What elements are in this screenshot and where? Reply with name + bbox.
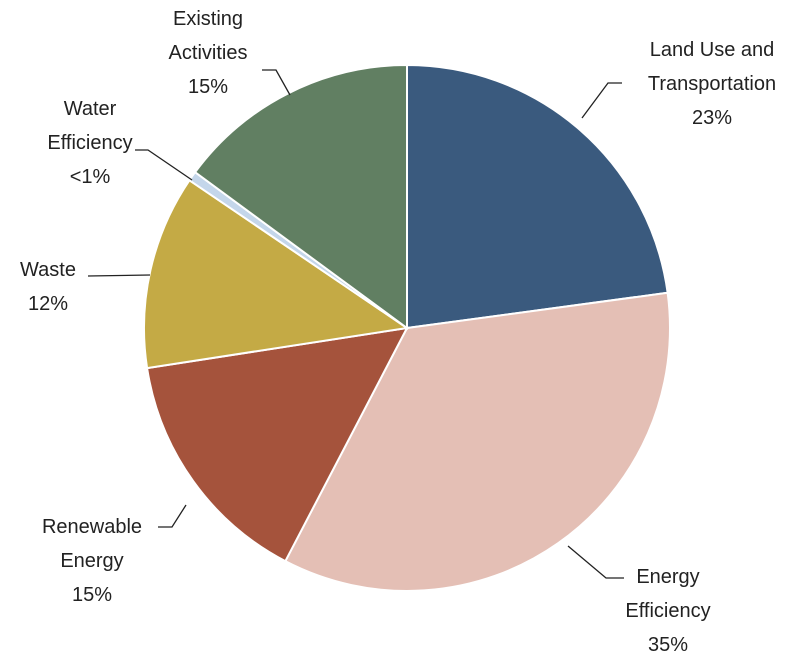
leader-line: [581, 82, 622, 119]
slice-label: Renewable Energy 15%: [27, 510, 157, 612]
slice-label: Energy Efficiency 35%: [608, 560, 728, 662]
leader-line: [262, 69, 291, 96]
category-label: Energy Efficiency: [625, 566, 711, 622]
value-label: 35%: [647, 634, 689, 656]
category-label: Waste: [20, 259, 76, 281]
category-label: Land Use and Transportation: [647, 39, 777, 95]
slice-label: Waste 12%: [3, 253, 93, 321]
leader-line: [87, 274, 151, 277]
value-label: 15%: [187, 76, 229, 98]
category-label: Renewable Energy: [41, 516, 143, 572]
pie-slice: [143, 178, 410, 370]
leader-line: [158, 504, 187, 528]
value-label: 23%: [691, 107, 733, 129]
leader-line: [567, 545, 624, 579]
slice-label: Land Use and Transportation 23%: [622, 33, 802, 135]
slice-label: Existing Activities 15%: [148, 2, 268, 104]
value-label: 15%: [71, 584, 113, 606]
pie-slice: [145, 326, 409, 563]
category-label: Existing Activities: [168, 8, 248, 64]
pie-slice: [283, 291, 671, 592]
value-label: <1%: [69, 166, 111, 188]
pie-slice: [193, 63, 408, 330]
value-label: 12%: [27, 293, 69, 315]
pie-slice: [406, 63, 669, 330]
slice-label: Water Efficiency <1%: [35, 92, 145, 194]
category-label: Water Efficiency: [47, 98, 133, 154]
leader-line: [135, 149, 193, 181]
